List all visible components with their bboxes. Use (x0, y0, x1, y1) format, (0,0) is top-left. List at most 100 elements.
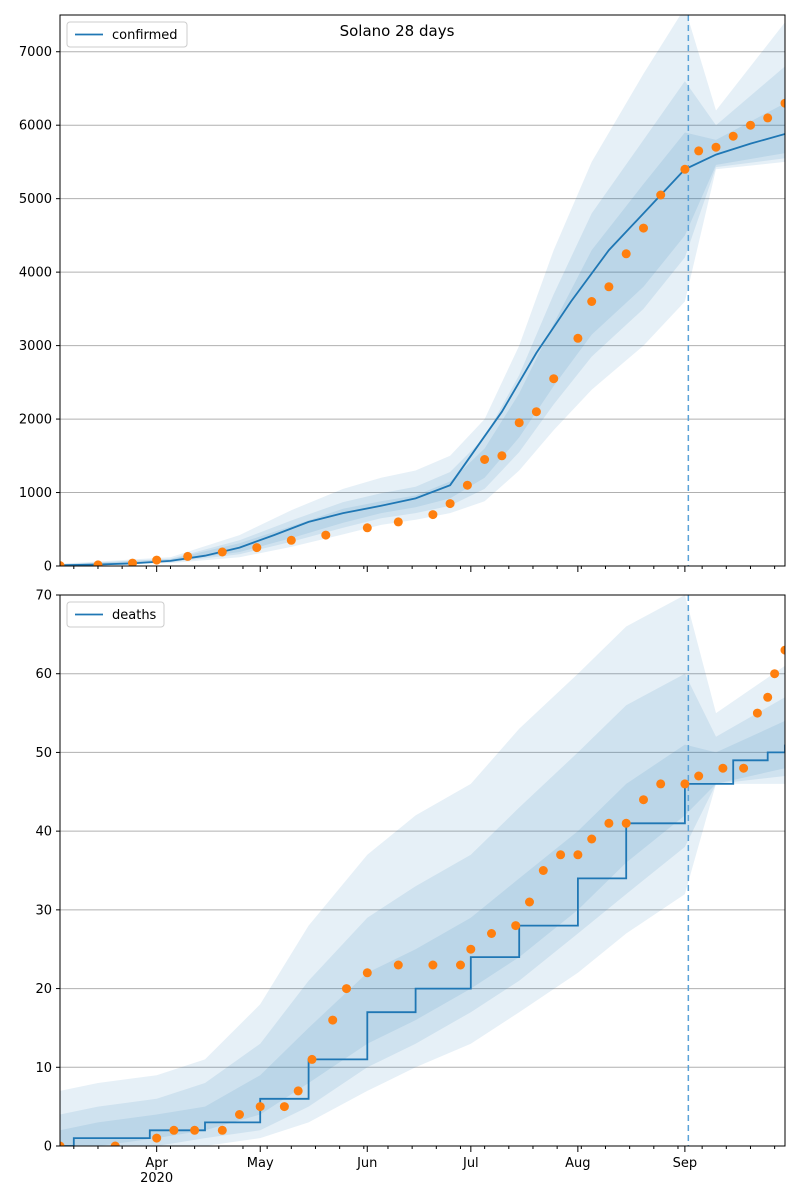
observed-point (393, 517, 403, 527)
observed-point (497, 451, 507, 461)
x-tick-label: Jul (462, 1156, 479, 1171)
observed-point (604, 818, 614, 828)
observed-point (217, 1125, 227, 1135)
y-tick-label: 40 (35, 825, 52, 840)
observed-point (190, 1125, 200, 1135)
observed-point (235, 1110, 244, 1119)
observed-point (511, 921, 521, 931)
observed-point (746, 120, 755, 130)
observed-point (60, 561, 65, 566)
observed-point (217, 547, 227, 557)
observed-point (393, 960, 403, 970)
observed-point (680, 164, 690, 174)
observed-point (763, 692, 773, 702)
model-median-line (60, 744, 785, 1146)
observed-point (780, 98, 785, 108)
observed-point (462, 480, 472, 490)
observed-point (694, 146, 704, 156)
observed-point (252, 543, 262, 553)
observed-point (466, 944, 476, 954)
uncertainty-band-2 (60, 66, 785, 566)
observed-point (728, 131, 738, 141)
observed-point (169, 1125, 179, 1135)
y-tick-label: 4000 (19, 266, 52, 281)
y-tick-label: 6000 (19, 119, 52, 134)
legend-label: deaths (112, 608, 157, 623)
observed-point (639, 795, 648, 805)
y-tick-label: 60 (35, 667, 52, 682)
observed-point (694, 771, 704, 781)
observed-point (480, 455, 490, 464)
observed-point (514, 418, 524, 428)
observed-point (621, 818, 631, 828)
x-tick-label: Apr (145, 1156, 168, 1171)
y-tick-label: 50 (35, 746, 52, 761)
observed-point (770, 669, 780, 679)
observed-point (711, 142, 721, 152)
y-tick-label: 7000 (19, 45, 52, 60)
observed-point (342, 984, 351, 994)
observed-point (587, 297, 597, 306)
y-tick-label: 10 (35, 1061, 52, 1076)
x-tick-sublabel: 2020 (140, 1171, 173, 1186)
observed-point (739, 763, 749, 773)
observed-point (621, 249, 631, 259)
y-tick-label: 20 (35, 982, 52, 997)
observed-point (718, 763, 728, 773)
legend: deaths (66, 601, 165, 628)
x-tick-label: Aug (565, 1156, 590, 1171)
x-tick-label: Jun (356, 1156, 377, 1171)
observed-point (428, 510, 438, 520)
y-tick-label: 30 (35, 903, 52, 918)
y-tick-label: 5000 (19, 192, 52, 207)
observed-point (656, 190, 666, 200)
observed-point (307, 1054, 317, 1064)
observed-point (110, 1141, 120, 1146)
observed-point (152, 1133, 162, 1143)
legend-label: confirmed (112, 28, 178, 43)
observed-point (752, 708, 762, 718)
y-tick-label: 0 (44, 1140, 52, 1155)
observed-point (556, 850, 566, 860)
y-tick-label: 70 (35, 589, 52, 604)
observed-point (780, 645, 785, 655)
legend: confirmed (66, 21, 188, 48)
x-tick-label: Sep (673, 1156, 698, 1171)
plot-area (60, 15, 785, 566)
observed-point (525, 897, 534, 907)
observed-point (763, 113, 773, 123)
y-tick-label: 1000 (19, 486, 52, 501)
observed-point (538, 866, 548, 875)
observed-point (321, 530, 331, 540)
y-tick-label: 0 (44, 560, 52, 575)
axes-frame (59, 14, 786, 567)
observed-point (573, 850, 583, 860)
observed-point (428, 960, 438, 970)
observed-point (60, 1141, 65, 1146)
plot-area (60, 595, 785, 1146)
legend-box (66, 601, 165, 628)
x-tick-label: May (247, 1156, 274, 1171)
uncertainty-band-1 (60, 15, 785, 566)
observed-point (604, 282, 614, 292)
y-tick-label: 2000 (19, 413, 52, 428)
y-tick-label: 3000 (19, 339, 52, 354)
observed-point (531, 407, 541, 417)
observed-point (152, 555, 162, 565)
chart-title: Solano 28 days (340, 22, 455, 40)
observed-point (255, 1102, 265, 1112)
legend-box (66, 21, 188, 48)
observed-point (362, 968, 372, 978)
observed-point (487, 929, 496, 938)
uncertainty-band-3 (60, 720, 785, 1146)
observed-point (549, 374, 559, 384)
observed-point (456, 960, 465, 970)
observed-point (573, 333, 583, 343)
observed-point (128, 558, 137, 566)
confirmed-panel: 0 1000 2000 3000 4000 5000 6000 7000 confirmed (19, 14, 786, 575)
axes-frame (59, 594, 786, 1147)
observed-point (445, 499, 455, 509)
